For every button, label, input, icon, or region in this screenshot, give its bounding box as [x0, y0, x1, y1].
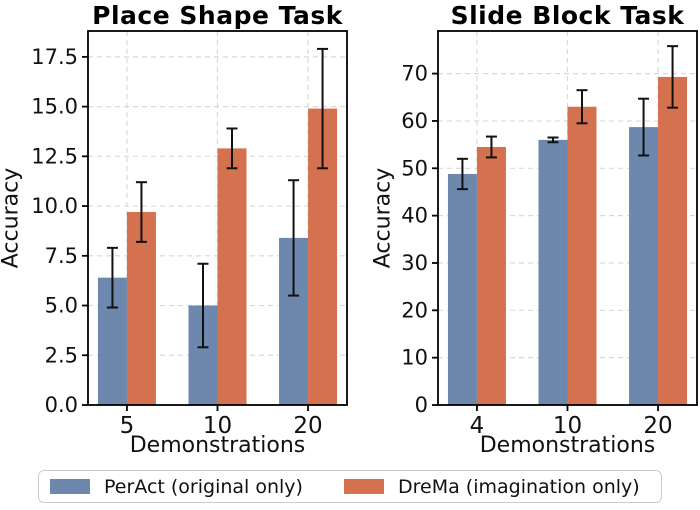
svg-text:20: 20 [643, 413, 672, 439]
x-axis-label: Demonstrations [129, 433, 306, 458]
chart-title: Place Shape Task [92, 1, 343, 30]
plot-area: 0 10 20 30 40 50 60 70 4 10 20 [401, 30, 698, 439]
svg-text:20: 20 [293, 413, 322, 439]
svg-text:5: 5 [120, 413, 135, 439]
svg-text:0: 0 [415, 393, 428, 417]
svg-text:0.0: 0.0 [45, 393, 78, 417]
legend-label: PerAct (original only) [104, 475, 303, 498]
svg-text:10: 10 [401, 346, 428, 370]
svg-text:15.0: 15.0 [31, 95, 78, 119]
chart-place-shape-task: Place Shape Task Accuracy 0.0 2.5 5.0 7.5 10… [0, 0, 350, 468]
svg-text:5.0: 5.0 [45, 294, 78, 318]
svg-text:12.5: 12.5 [31, 144, 78, 168]
svg-text:70: 70 [401, 62, 428, 86]
svg-text:17.5: 17.5 [31, 45, 78, 69]
svg-text:10: 10 [203, 413, 232, 439]
svg-text:2.5: 2.5 [45, 343, 78, 367]
peract-color-swatch [50, 479, 90, 494]
x-axis-label: Demonstrations [479, 433, 656, 458]
svg-text:20: 20 [401, 298, 428, 322]
legend-item-drema: DreMa (imagination only) [344, 471, 640, 502]
chart-title: Slide Block Task [450, 1, 685, 30]
legend-label: DreMa (imagination only) [398, 475, 640, 498]
svg-text:4: 4 [470, 413, 485, 439]
svg-text:30: 30 [401, 251, 428, 275]
svg-text:10.0: 10.0 [31, 194, 78, 218]
chart-slide-block-task: Slide Block Task Accuracy 0 10 20 30 40 50 60 7… [350, 0, 700, 468]
plot-area: 0.0 2.5 5.0 7.5 10.0 12.5 15.0 17.5 5 10 20 [31, 30, 348, 439]
legend: PerAct (original only) DreMa (imaginatio… [38, 470, 662, 503]
drema-color-swatch [344, 479, 384, 494]
svg-text:40: 40 [401, 204, 428, 228]
svg-text:10: 10 [553, 413, 582, 439]
legend-item-peract: PerAct (original only) [50, 471, 303, 502]
svg-text:7.5: 7.5 [45, 244, 78, 268]
svg-text:60: 60 [401, 109, 428, 133]
svg-text:50: 50 [401, 156, 428, 180]
